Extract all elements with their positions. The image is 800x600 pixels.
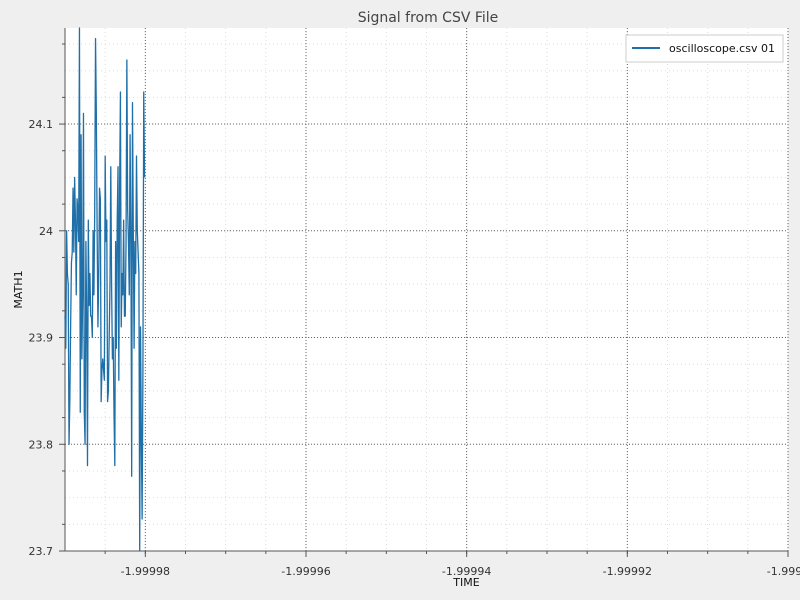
plot-area xyxy=(65,28,788,551)
y-tick-label: 23.7 xyxy=(29,545,54,558)
x-tick-label: -1.99994 xyxy=(442,565,491,578)
tick-marks xyxy=(59,43,789,557)
x-tick-label: -1.99996 xyxy=(281,565,330,578)
x-tick-label: -1.99992 xyxy=(603,565,652,578)
legend: oscilloscope.csv 01 xyxy=(625,34,784,63)
y-axis-label: MATH1 xyxy=(12,270,25,308)
y-tick-label: 24.1 xyxy=(29,118,54,131)
x-axis-label: TIME xyxy=(452,576,479,589)
series-group xyxy=(64,27,146,552)
y-tick-label: 24 xyxy=(39,225,53,238)
legend-label: oscilloscope.csv 01 xyxy=(669,42,775,55)
y-tick-label: 23.9 xyxy=(29,332,54,345)
x-tick-label: -1.99998 xyxy=(121,565,170,578)
y-tick-label: 23.8 xyxy=(29,438,54,451)
chart-title: Signal from CSV File xyxy=(357,10,499,26)
tick-labels: -1.99998 -1.99996 -1.99994 -1.99992 -1.9999 2… xyxy=(29,118,800,578)
x-tick-label: -1.9999 xyxy=(767,565,800,578)
series-line xyxy=(64,27,146,552)
